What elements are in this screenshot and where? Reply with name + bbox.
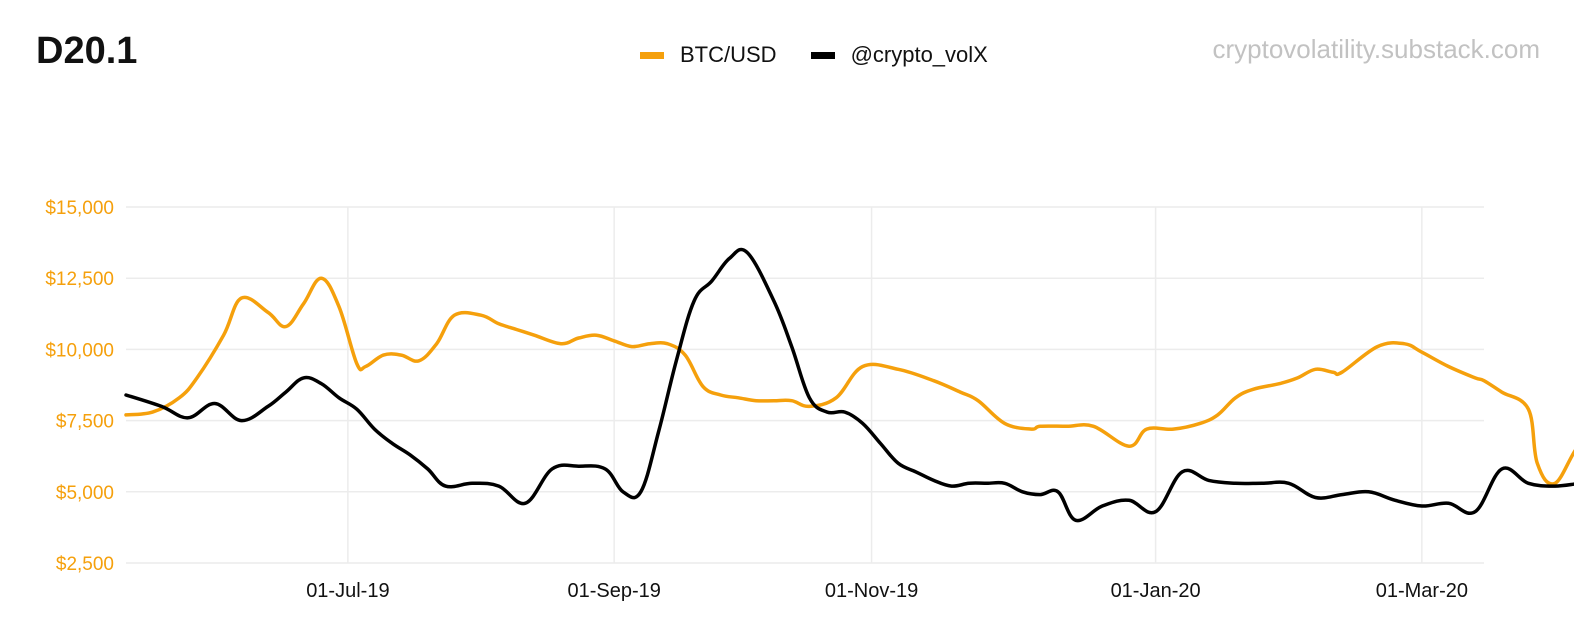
chart-title: D20.1 (36, 30, 138, 72)
series-line-btc-usd (124, 276, 1574, 486)
legend-item-vol: @crypto_volX (810, 42, 988, 68)
x-axis-ticks: 01-Jul-19 01-Sep-19 01-Nov-19 01-Jan-20 01-M… (306, 580, 1468, 602)
legend: BTC/USD @crypto_volX (640, 42, 1022, 68)
series-layer (124, 247, 1574, 523)
x-tick-label: 01-Nov-19 (825, 580, 918, 602)
y-tick-label: $15,000 (45, 198, 114, 219)
legend-label-btc: BTC/USD (680, 42, 777, 67)
legend-item-btc: BTC/USD (640, 42, 777, 68)
x-tick-label: 01-Jul-19 (306, 580, 389, 602)
y-tick-label: $2,500 (56, 554, 114, 575)
x-tick-label: 01-Mar-20 (1376, 580, 1468, 602)
legend-swatch-btc (640, 51, 664, 59)
y-axis-ticks: $2,500 $5,000 $7,500 $10,000 $12,500 $15,000 (45, 198, 114, 575)
watermark-url: cryptovolatility.substack.com (1212, 34, 1540, 64)
legend-swatch-vol (810, 51, 835, 59)
x-tick-label: 01-Jan-20 (1111, 580, 1201, 602)
series-line-crypto-volx (124, 247, 1574, 523)
y-tick-label: $5,000 (56, 483, 114, 504)
y-tick-label: $7,500 (56, 412, 114, 433)
y-tick-label: $10,000 (45, 340, 114, 361)
legend-label-vol: @crypto_volX (850, 42, 988, 67)
y-tick-label: $12,500 (45, 269, 114, 290)
grid-layer (126, 206, 1484, 564)
x-tick-label: 01-Sep-19 (567, 580, 660, 602)
